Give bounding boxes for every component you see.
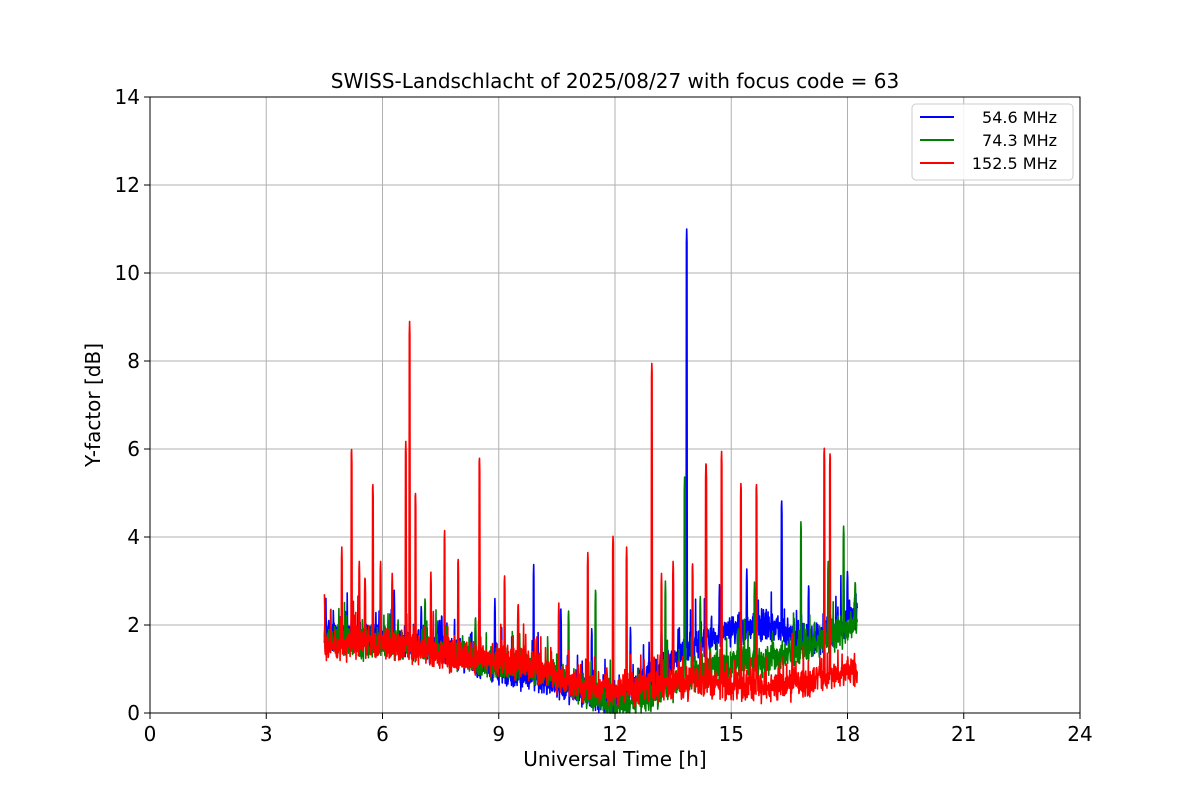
y-tick-label: 6 [127,437,140,461]
y-tick-label: 8 [127,349,140,373]
y-tick-label: 2 [127,613,140,637]
x-tick-label: 9 [492,722,505,746]
x-tick-label: 18 [835,722,860,746]
plot-series [323,228,858,714]
legend: 54.6 MHz 74.3 MHz 152.5 MHz [911,103,1074,181]
legend-label-1: 54.6 MHz [982,108,1057,127]
y-tick-label: 10 [115,261,140,285]
x-tick-label: 6 [376,722,389,746]
y-tick-label: 4 [127,525,140,549]
x-tick-label: 15 [719,722,744,746]
x-tick-label: 21 [951,722,976,746]
x-axis-label: Universal Time [h] [523,747,706,771]
x-tick-label: 0 [144,722,157,746]
x-tick-label: 24 [1067,722,1092,746]
legend-label-3: 152.5 MHz [972,154,1057,173]
chart-title: SWISS-Landschlacht of 2025/08/27 with fo… [331,69,899,93]
y-tick-label: 14 [115,85,140,109]
x-tick-label: 12 [602,722,627,746]
series-line-3 [323,320,858,708]
y-tick-label: 12 [115,173,140,197]
x-tick-label: 3 [260,722,273,746]
y-axis-label: Y-factor [dB] [81,343,105,468]
y-tick-label: 0 [127,701,140,725]
legend-label-2: 74.3 MHz [982,131,1057,150]
legend-box [911,103,1074,181]
